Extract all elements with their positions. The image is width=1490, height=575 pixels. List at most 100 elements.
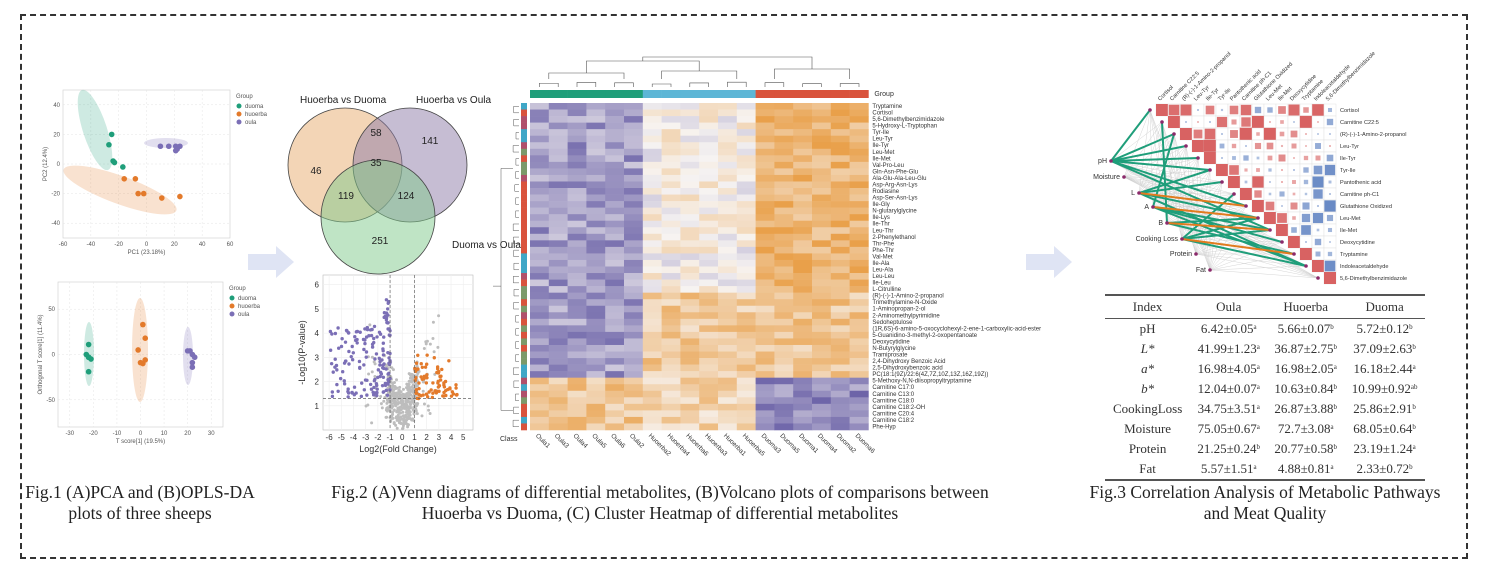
heatmap-cell — [605, 109, 625, 117]
heatmap-cell — [530, 351, 550, 359]
volcano-point-down — [375, 393, 379, 398]
heatmap-cell — [736, 305, 756, 313]
heatmap-cell — [849, 214, 869, 222]
dendrogram-branch — [515, 315, 519, 323]
value-cell: 16.18±2.44a — [1344, 359, 1425, 379]
trait-label: pH — [1098, 158, 1107, 165]
heatmap-cell — [530, 331, 550, 339]
heatmap-cell — [624, 358, 644, 365]
value-cell: 20.77±0.58b — [1267, 439, 1344, 459]
corr-cell — [1304, 192, 1308, 196]
trait-node — [1165, 221, 1169, 225]
group-bar-cell — [793, 90, 813, 98]
venn-set-label: Duoma vs Oula — [452, 240, 521, 251]
volcano-point-down — [355, 341, 359, 345]
heatmap-cell — [755, 403, 775, 411]
volcano-point-up — [447, 359, 451, 363]
heatmap-cell — [586, 331, 606, 339]
volcano-point-down — [386, 327, 390, 331]
heatmap-cell — [830, 390, 850, 398]
heatmap-cell — [699, 155, 719, 163]
index-cell: Moisture — [1124, 421, 1172, 436]
heatmap-cell — [548, 266, 568, 274]
heatmap-cell — [699, 109, 719, 117]
significance-letter: a — [1330, 423, 1334, 431]
heatmap-cell — [624, 227, 644, 235]
volcano-point-down — [335, 382, 339, 387]
heatmap-cell — [680, 266, 700, 274]
heatmap-cell — [812, 181, 832, 189]
table-row: CookingLoss 34.75±3.51a 26.87±3.88b 25.86±2… — [1105, 399, 1425, 419]
volcano-point-down — [328, 348, 333, 352]
volcano-point-down — [335, 368, 339, 372]
weak-correlation-edge — [1138, 121, 1163, 194]
heatmap-cell — [642, 109, 662, 117]
heatmap-cell — [793, 384, 813, 392]
heatmap-cell — [830, 384, 850, 392]
heatmap-cell — [755, 207, 775, 215]
class-bar-cell — [521, 377, 527, 385]
index-cell: Protein — [1128, 441, 1167, 456]
heatmap-cell — [530, 122, 550, 130]
volcano-point-ns — [398, 411, 402, 415]
class-bar-cell — [521, 207, 527, 215]
heatmap-cell — [548, 116, 568, 123]
metabolite-row-label: Tryptamine — [1340, 252, 1368, 258]
trait-node — [1109, 159, 1113, 163]
heatmap-cell — [793, 135, 813, 143]
heatmap-cell — [830, 351, 850, 359]
heatmap-cell — [586, 188, 606, 195]
trait-label: Fat — [1196, 267, 1206, 274]
heatmap-cell — [548, 305, 568, 313]
strong-correlation-edge — [1110, 157, 1199, 162]
corr-cell — [1292, 192, 1296, 196]
heatmap-cell — [849, 142, 869, 150]
heatmap-cell — [680, 155, 700, 163]
volcano-point-ns — [425, 339, 429, 343]
value: 10.99±0.92 — [1351, 381, 1411, 396]
y-tick-label: 2 — [315, 378, 320, 387]
heatmap-cell — [624, 305, 644, 313]
heatmap-cell — [586, 122, 606, 130]
volcano-point-up — [425, 373, 429, 377]
heatmap-cell — [624, 397, 644, 405]
volcano-point-down — [387, 333, 392, 337]
heatmap-cell — [793, 214, 813, 222]
heatmap-cell — [774, 201, 794, 208]
volcano-point-down — [343, 340, 348, 344]
heatmap-cell — [812, 155, 832, 163]
heatmap-cell — [642, 227, 662, 235]
heatmap-cell — [755, 351, 775, 359]
heatmap-cell — [812, 201, 832, 208]
class-bar-cell — [521, 318, 527, 326]
heatmap-cell — [718, 181, 738, 189]
heatmap-cell — [530, 390, 550, 398]
dendrogram-branch — [515, 354, 519, 362]
heatmap-cell — [548, 273, 568, 280]
heatmap-cell — [661, 253, 681, 261]
heatmap-cell — [605, 161, 625, 169]
heatmap-cell — [736, 416, 756, 424]
heatmap-cell — [530, 246, 550, 254]
heatmap-cell — [586, 384, 606, 392]
heatmap-cell — [586, 371, 606, 378]
heatmap-cell — [605, 325, 625, 333]
corr-cell — [1254, 190, 1262, 198]
heatmap-cell — [774, 410, 794, 418]
group-bar-cell — [586, 90, 606, 98]
heatmap-cell — [605, 240, 625, 248]
row-label: 5-Methoxy-N,N-diisopropyltryptamine — [872, 379, 972, 385]
heatmap-cell — [774, 240, 794, 248]
cluster-heatmap: GroupTryptamineCortisol5,6-Dimethylbenzi… — [493, 56, 1041, 458]
volcano-point-ns — [428, 411, 432, 415]
heatmap-cell — [642, 397, 662, 405]
corr-cell — [1329, 241, 1331, 243]
table-header: Duoma — [1344, 295, 1425, 319]
group-bar-cell — [530, 90, 550, 98]
heatmap-cell — [530, 279, 550, 287]
heatmap-cell — [812, 410, 832, 418]
class-bar-cell — [521, 371, 527, 378]
heatmap-cell — [680, 240, 700, 248]
heatmap-cell — [718, 273, 738, 280]
heatmap-cell — [793, 318, 813, 326]
